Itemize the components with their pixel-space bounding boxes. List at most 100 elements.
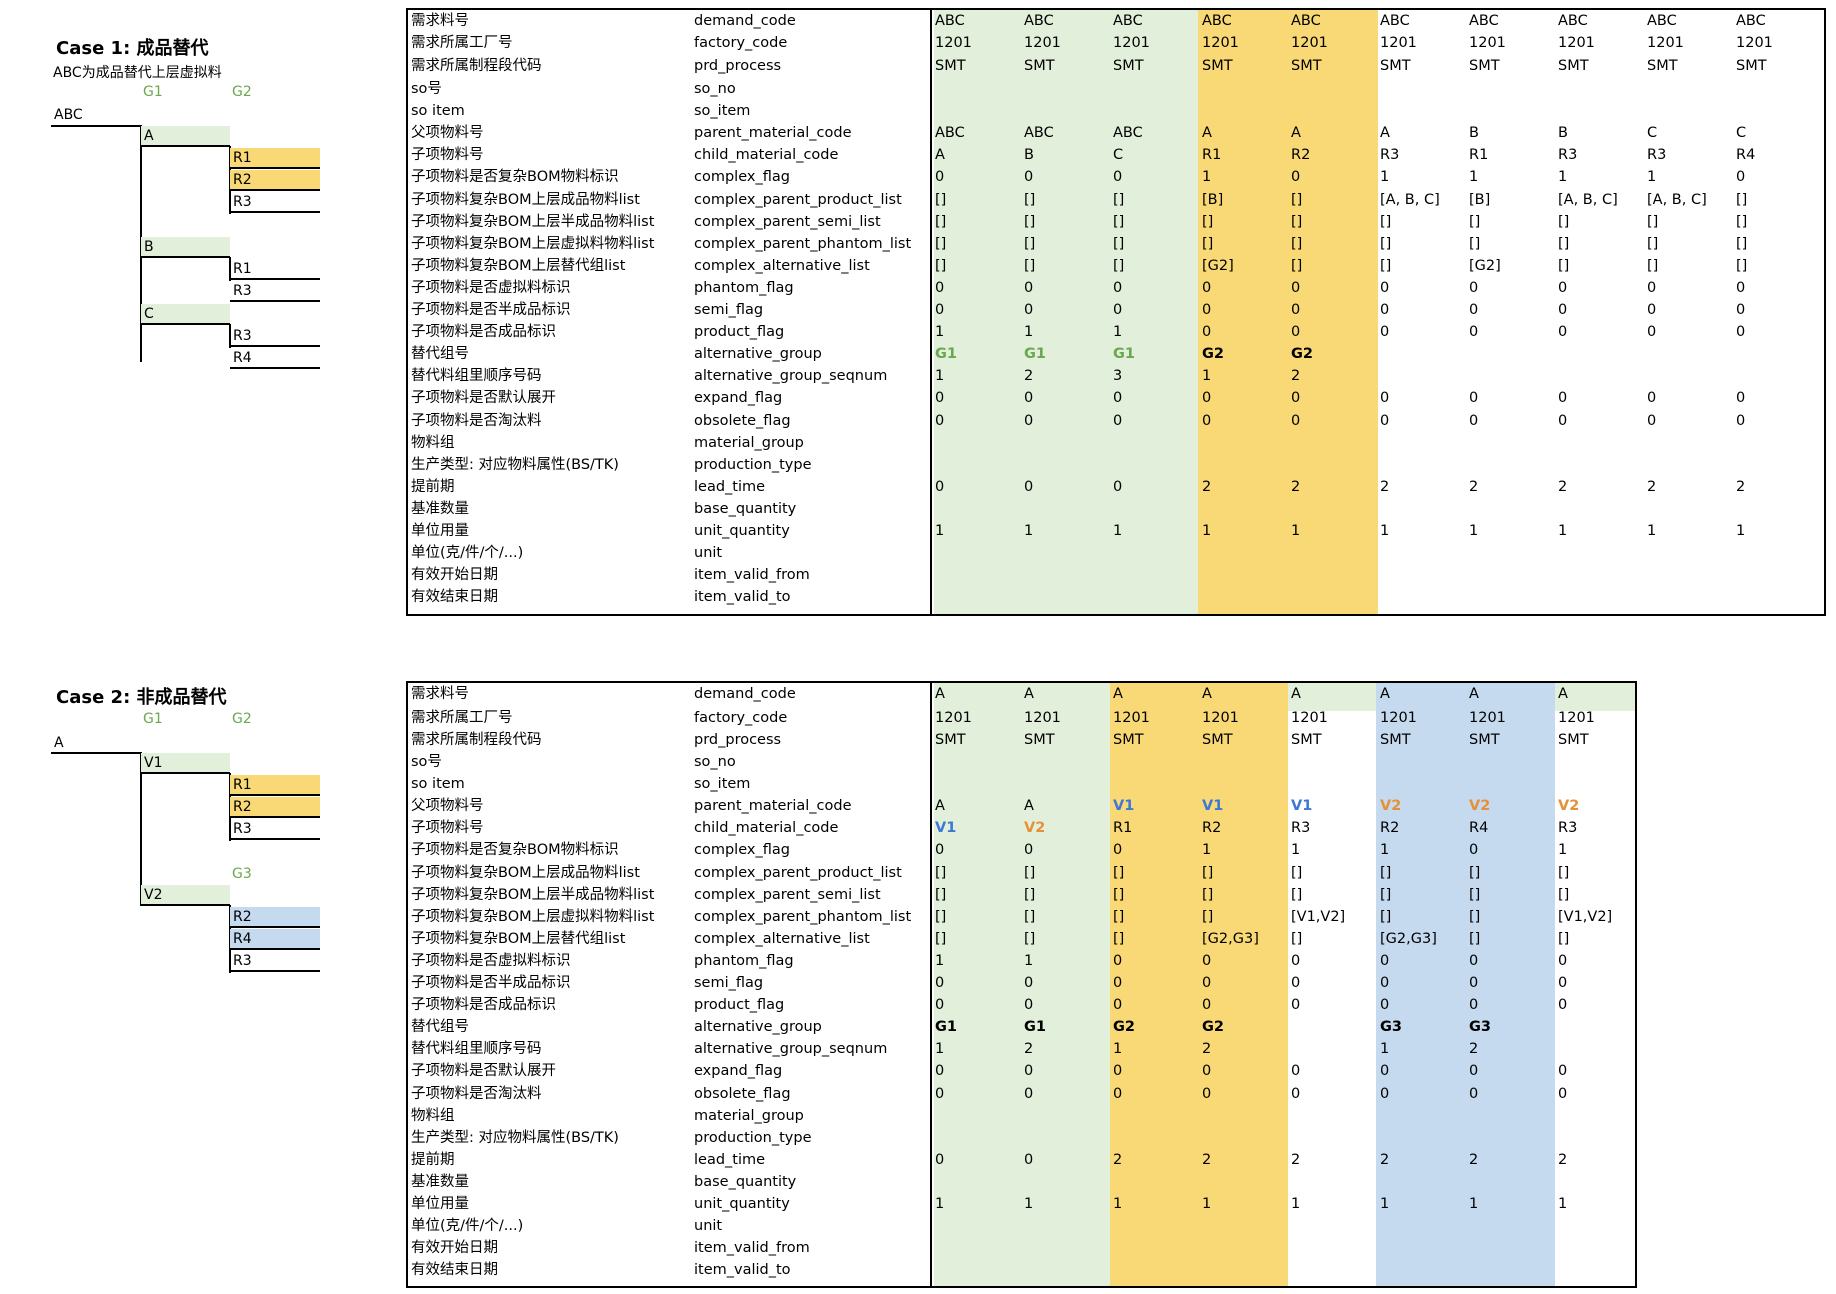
table-cell: 2	[1202, 1151, 1212, 1168]
field-label-cn: so item	[411, 776, 465, 793]
field-label-cn: 有效开始日期	[411, 1240, 498, 1257]
field-name-en: alternative_group	[694, 346, 822, 363]
table-cell: [G2,G3]	[1202, 930, 1259, 947]
table-cell: 0	[935, 1085, 945, 1102]
table-cell: V2	[1024, 820, 1046, 837]
table-cell: ABC	[1113, 13, 1143, 29]
table-cell: R3	[1558, 147, 1578, 164]
table-cell: V1	[935, 820, 957, 837]
field-name-en: lead_time	[694, 1151, 766, 1168]
table-row: 物料组 material_group	[408, 1105, 1635, 1127]
table-cell: []	[1291, 930, 1303, 947]
table-cell: []	[1024, 213, 1036, 230]
field-name-en: complex_alternative_list	[694, 930, 870, 947]
field-name-en: so_no	[694, 81, 736, 97]
table-cell: 1	[1380, 523, 1390, 539]
field-label-cn: 子项物料是否虚拟料标识	[411, 952, 571, 969]
table-cell: 0	[1291, 412, 1301, 429]
table-cell: 1	[1558, 1196, 1568, 1212]
table-cell: ABC	[1113, 125, 1143, 142]
table-row: 需求所属工厂号 factory_code 1201 1201 1201 1201 1201 1…	[408, 707, 1635, 729]
field-label-cn: 需求所属工厂号	[411, 35, 513, 51]
table-cell: 0	[1736, 302, 1746, 318]
table-row: 父项物料号 parent_material_code A A V1 V1 V1 V2 V2 V2	[408, 795, 1635, 817]
table-cell: [A, B, C]	[1380, 191, 1440, 208]
tree-node: R4	[230, 929, 320, 950]
table-cell: C	[1736, 125, 1747, 142]
field-name-en: unit	[694, 1218, 723, 1235]
table-cell: 0	[1291, 1063, 1301, 1080]
field-name-en: complex_parent_phantom_list	[694, 908, 912, 925]
table-cell: 1201	[1202, 35, 1239, 51]
table-cell: 1	[1113, 1041, 1123, 1058]
table-row: 需求料号 demand_code ABC ABC ABC ABC ABC ABC ABC ABC A…	[408, 10, 1824, 32]
table-cell: 1201	[1024, 710, 1061, 726]
table-cell: 1	[935, 952, 945, 969]
table-cell: SMT	[1469, 732, 1500, 748]
table-cell: A	[1380, 125, 1390, 142]
table-cell: V1	[1113, 798, 1135, 815]
field-name-en: obsolete_flag	[694, 1085, 791, 1102]
table-cell: 0	[1380, 975, 1390, 991]
table-row: 提前期 lead_time 0 0 0 2 2 2 2 2 2 2	[408, 476, 1824, 498]
table-row: 需求所属工厂号 factory_code 1201 1201 1201 1201 1201 1…	[408, 32, 1824, 54]
field-label-cn: 需求所属制程段代码	[411, 732, 542, 748]
table-cell: SMT	[1113, 732, 1144, 748]
table-row: 单位(克/件/个/...) unit	[408, 1215, 1635, 1237]
table-cell: 0	[1291, 169, 1301, 186]
tree-node: R1	[230, 259, 320, 280]
field-name-en: phantom_flag	[694, 952, 794, 969]
table-cell: 0	[935, 1151, 945, 1168]
table-cell: []	[1291, 864, 1303, 881]
field-name-en: factory_code	[694, 35, 788, 51]
table-cell: SMT	[1736, 58, 1767, 74]
table-cell: 0	[1202, 1063, 1212, 1080]
field-name-en: product_flag	[694, 324, 785, 341]
table-cell: 1201	[1469, 710, 1506, 726]
table-cell: 0	[1291, 1085, 1301, 1102]
table-cell: []	[935, 908, 947, 925]
table-cell: A	[1558, 686, 1568, 702]
table-cell: 0	[1113, 302, 1123, 318]
table-cell: R3	[1380, 147, 1400, 164]
field-label-cn: 子项物料复杂BOM上层替代组list	[411, 257, 626, 274]
tree-node: R3	[230, 281, 320, 302]
table-cell: 0	[1380, 1063, 1390, 1080]
table-cell: 0	[1558, 952, 1568, 969]
table-cell: SMT	[1291, 732, 1322, 748]
table-cell: G1	[1113, 346, 1135, 363]
table-row: 物料组 material_group	[408, 432, 1824, 454]
table-cell: 1	[1202, 842, 1212, 859]
field-label-cn: 子项物料是否成品标识	[411, 324, 556, 341]
field-label-cn: 子项物料是否淘汰料	[411, 412, 542, 429]
table-cell: []	[935, 886, 947, 903]
table-cell: []	[1736, 191, 1748, 208]
table-cell: ABC	[935, 125, 965, 142]
field-name-en: base_quantity	[694, 500, 797, 517]
table-row: 子项物料是否淘汰料 obsolete_flag 0 0 0 0 0 0 0 0 0 0	[408, 410, 1824, 432]
table-cell: 2	[1469, 1151, 1479, 1168]
table-cell: 2	[1469, 1041, 1479, 1058]
table-cell: 1201	[935, 710, 972, 726]
case1-subtitle: ABC为成品替代上层虚拟料	[53, 65, 222, 81]
table-cell: 2	[1202, 1041, 1212, 1058]
field-label-cn: 单位(克/件/个/...)	[411, 545, 524, 562]
table-row: 生产类型: 对应物料属性(BS/TK) production_type	[408, 454, 1824, 476]
field-label-cn: 子项物料是否淘汰料	[411, 1085, 542, 1102]
table-cell: R1	[1202, 147, 1222, 164]
table-cell: []	[1380, 864, 1392, 881]
field-name-en: item_valid_to	[694, 1262, 791, 1279]
field-name-en: production_type	[694, 456, 812, 473]
table-cell: 0	[1024, 279, 1034, 296]
field-name-en: child_material_code	[694, 820, 839, 837]
table-cell: []	[1558, 864, 1570, 881]
table-cell: R2	[1380, 820, 1400, 837]
table-cell: []	[1291, 235, 1303, 252]
table-cell: G2	[1113, 1019, 1135, 1036]
table-cell: []	[1291, 886, 1303, 903]
table-cell: 1	[1024, 1196, 1034, 1212]
table-cell: 2	[1291, 1151, 1301, 1168]
table-row: 子项物料是否成品标识 product_flag 1 1 1 0 0 0 0 0 0 0	[408, 321, 1824, 343]
field-name-en: expand_flag	[694, 390, 783, 407]
table-cell: 0	[1113, 1063, 1123, 1080]
